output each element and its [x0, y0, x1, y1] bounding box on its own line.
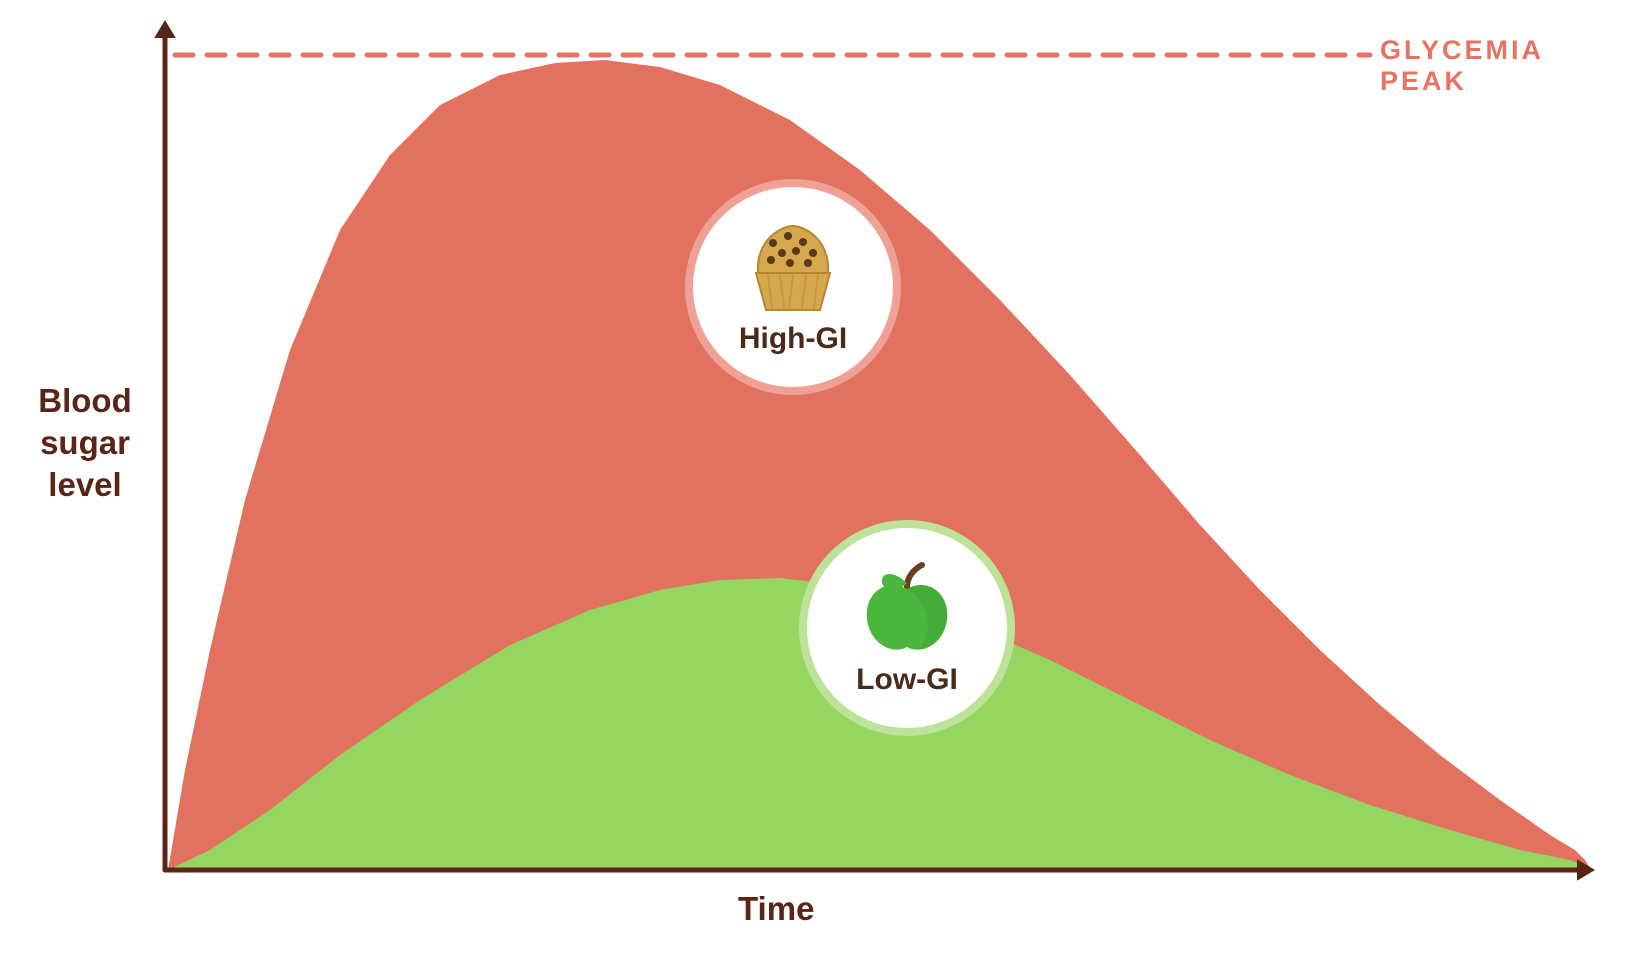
- y-axis-label: Bloodsugarlevel: [15, 380, 155, 506]
- high-gi-badge: High-GI: [685, 179, 901, 395]
- glycemia-peak-label: GLYCEMIA PEAK: [1380, 35, 1630, 97]
- apple-icon: [852, 559, 962, 659]
- chart-container: Bloodsugarlevel Time GLYCEMIA PEAK High-…: [0, 0, 1630, 958]
- y-axis-arrow: [154, 20, 176, 38]
- low-gi-label: Low-GI: [856, 663, 958, 697]
- muffin-icon: [738, 218, 848, 318]
- high-gi-label: High-GI: [739, 322, 847, 356]
- x-axis-label: Time: [738, 890, 814, 928]
- chart-svg: [0, 0, 1630, 958]
- low-gi-badge: Low-GI: [799, 520, 1015, 736]
